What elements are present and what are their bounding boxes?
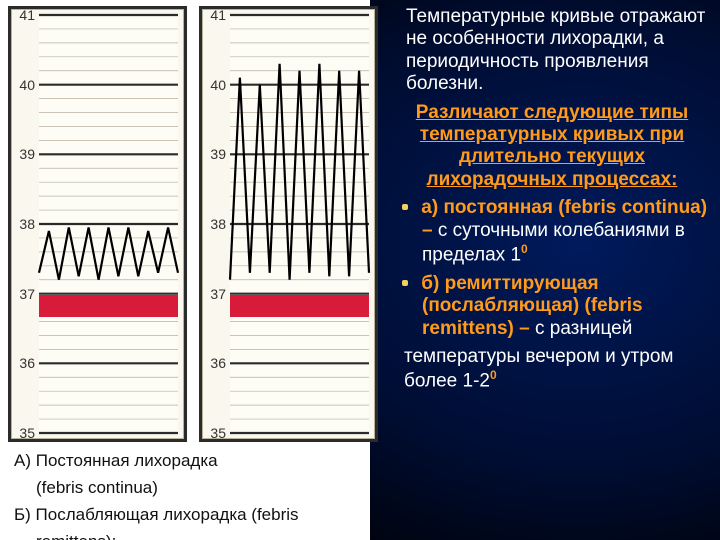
right-text: Температурные кривые отражают не особенн… <box>386 6 710 399</box>
caption-a: А) Постоянная лихорадка <box>14 450 384 473</box>
caption-a-sub: (febris continua) <box>14 477 384 500</box>
chart-continua: 35363738394041 <box>8 6 187 442</box>
item-b-sup: 0 <box>490 368 497 382</box>
intro-paragraph: Температурные кривые отражают не особенн… <box>394 6 710 96</box>
caption-b-sub: remittens): <box>14 531 384 540</box>
red-band <box>39 295 178 317</box>
chart-grid <box>11 9 184 439</box>
item-a: а) постоянная (febris continua) – с суто… <box>394 197 710 267</box>
types-heading: Различают следующие типы температурных к… <box>394 102 710 192</box>
red-band <box>230 295 369 317</box>
item-b-extra: температуры вечером и утром более 1-20 <box>394 346 710 393</box>
charts-area: 35363738394041 35363738394041 <box>8 6 378 441</box>
slide: 35363738394041 35363738394041 А) Постоян… <box>0 0 720 540</box>
item-a-sup: 0 <box>521 242 528 256</box>
caption-b: Б) Послабляющая лихорадка (febris <box>14 504 384 527</box>
item-b: б) ремиттирующая (послабляющая) (febris … <box>394 273 710 340</box>
item-b-tail: с разницей <box>535 318 632 339</box>
chart-remittens: 35363738394041 <box>199 6 378 442</box>
chart-grid <box>202 9 375 439</box>
item-a-tail: с суточными колебаниями в пределах 1 <box>422 220 685 266</box>
chart-captions: А) Постоянная лихорадка (febris continua… <box>14 450 384 540</box>
